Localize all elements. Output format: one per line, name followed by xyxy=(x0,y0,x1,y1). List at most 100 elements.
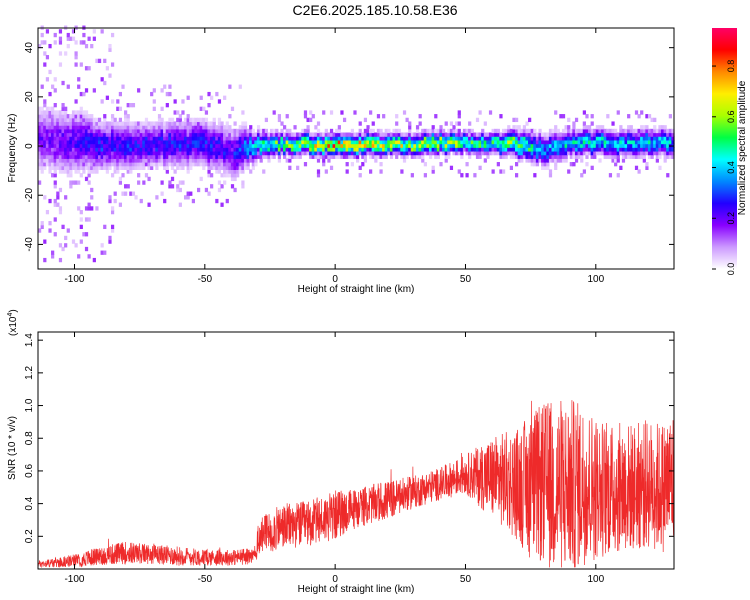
spectrogram-cell xyxy=(144,117,149,123)
spectrogram-cell xyxy=(577,147,581,152)
spectrogram-cell xyxy=(58,132,63,137)
spectrogram-cell xyxy=(324,132,328,137)
spectrogram-cell xyxy=(66,121,70,126)
spectrogram-cell xyxy=(637,150,641,156)
spectrogram-cell xyxy=(564,128,568,134)
spectrogram-cell xyxy=(267,147,271,152)
spectrogram-cell xyxy=(74,121,78,126)
spectrogram-cell xyxy=(43,162,47,167)
spectrogram-cell xyxy=(475,132,480,137)
spectrogram-cell xyxy=(87,217,91,222)
spectrogram-cell xyxy=(241,128,245,134)
spectrogram-cell xyxy=(160,125,164,130)
spectrogram-cell xyxy=(215,154,219,159)
spectrogram-cell xyxy=(369,150,373,156)
spectrogram-cell xyxy=(580,154,584,159)
spectrogram-cell xyxy=(241,110,245,115)
spectrogram-cell xyxy=(483,121,487,126)
spectrogram-cell xyxy=(543,158,547,163)
spectrogram-cell xyxy=(110,228,115,233)
spectrogram-cell xyxy=(84,147,89,152)
spectrogram-cell xyxy=(256,150,261,156)
spectrogram-cell xyxy=(38,125,42,130)
spectrogram-cell xyxy=(77,132,81,137)
spectrogram-cell xyxy=(361,132,365,137)
spectrogram-cell xyxy=(369,169,373,174)
spectrogram-cell xyxy=(564,154,568,159)
spectrogram-cell xyxy=(220,132,224,137)
spectrogram-cell xyxy=(82,150,86,156)
spectrogram-cell xyxy=(233,165,237,170)
spectrogram-cell xyxy=(348,154,352,159)
spectrogram-cell xyxy=(233,158,237,163)
spectrogram-cell xyxy=(356,143,360,148)
spectrogram-cell xyxy=(223,132,227,137)
spectrogram-cell xyxy=(139,136,143,141)
spectrogram-cell xyxy=(163,150,167,156)
spectrogram-cell xyxy=(329,139,334,145)
spectrogram-cell xyxy=(129,191,133,196)
spectrogram-cell xyxy=(298,136,302,141)
spectrogram-cell xyxy=(116,154,120,159)
spectrogram-cell xyxy=(337,132,341,137)
spectrogram-cell xyxy=(40,32,44,38)
spectrogram-cell xyxy=(233,121,237,126)
spectrogram-cell xyxy=(501,169,506,174)
spectrogram-cell xyxy=(660,132,665,137)
spectrogram-cell xyxy=(567,136,571,141)
spectrogram-cell xyxy=(332,150,336,156)
spectrogram-cell xyxy=(168,128,172,134)
spectrogram-cell xyxy=(194,121,198,126)
spectrogram-cell xyxy=(43,121,47,126)
spectrogram-cell xyxy=(316,154,321,159)
spectrogram-cell xyxy=(645,125,649,130)
spectrogram-cell xyxy=(103,139,107,145)
spectrogram-cell xyxy=(621,143,626,148)
spectrogram-cell xyxy=(84,125,89,130)
spectrogram-cell xyxy=(350,128,354,134)
spectrogram-cell xyxy=(97,143,102,148)
spectrogram-cell xyxy=(483,143,487,148)
spectrogram-cell xyxy=(306,125,310,130)
spectrogram-cell xyxy=(186,128,190,134)
spectrogram-cell xyxy=(655,150,659,156)
spectrogram-cell xyxy=(616,150,620,156)
spectrogram-cell xyxy=(246,128,250,134)
spectrogram-cell xyxy=(87,128,91,134)
spectrogram-cell xyxy=(369,110,373,115)
spectrogram-cell xyxy=(410,143,414,148)
spectrogram-cell xyxy=(121,143,125,148)
spectrogram-cell xyxy=(442,136,446,141)
spectrogram-cell xyxy=(58,169,63,174)
spectrogram-cell xyxy=(663,154,667,159)
spectrogram-cell xyxy=(160,147,164,152)
spectrogram-cell xyxy=(92,36,96,41)
spectrogram-cell xyxy=(66,132,70,137)
spectrogram-cell xyxy=(108,128,112,134)
spectrogram-cell xyxy=(40,139,44,145)
spectrogram-cell xyxy=(530,136,534,141)
spectrogram-cell xyxy=(642,139,646,145)
snr-multiplier-open: (x10 xyxy=(8,316,19,336)
spectrogram-cell xyxy=(215,125,219,130)
spectrogram-cell xyxy=(655,139,659,145)
spectrogram-cell xyxy=(658,136,662,141)
spectrogram-cell xyxy=(233,143,237,148)
spectrogram-cell xyxy=(142,121,146,126)
spectrogram-cell xyxy=(241,184,245,189)
spectrogram-cell xyxy=(139,162,143,167)
spectrogram-cell xyxy=(587,128,592,134)
spectrogram-cell xyxy=(210,147,214,152)
spectrogram-cell xyxy=(322,110,326,115)
spectrogram-cell xyxy=(129,128,133,134)
spectrogram-cell xyxy=(580,158,584,163)
spectrogram-cell xyxy=(207,147,211,152)
spectrogram-cell xyxy=(653,150,657,156)
spectrogram-cell xyxy=(634,150,639,156)
spectrogram-cell xyxy=(316,136,321,141)
spectrogram-cell xyxy=(410,139,414,145)
spectrogram-cell xyxy=(587,136,592,141)
spectrogram-cell xyxy=(79,121,83,126)
spectrogram-cell xyxy=(40,117,44,123)
spectrogram-cell xyxy=(233,162,237,167)
